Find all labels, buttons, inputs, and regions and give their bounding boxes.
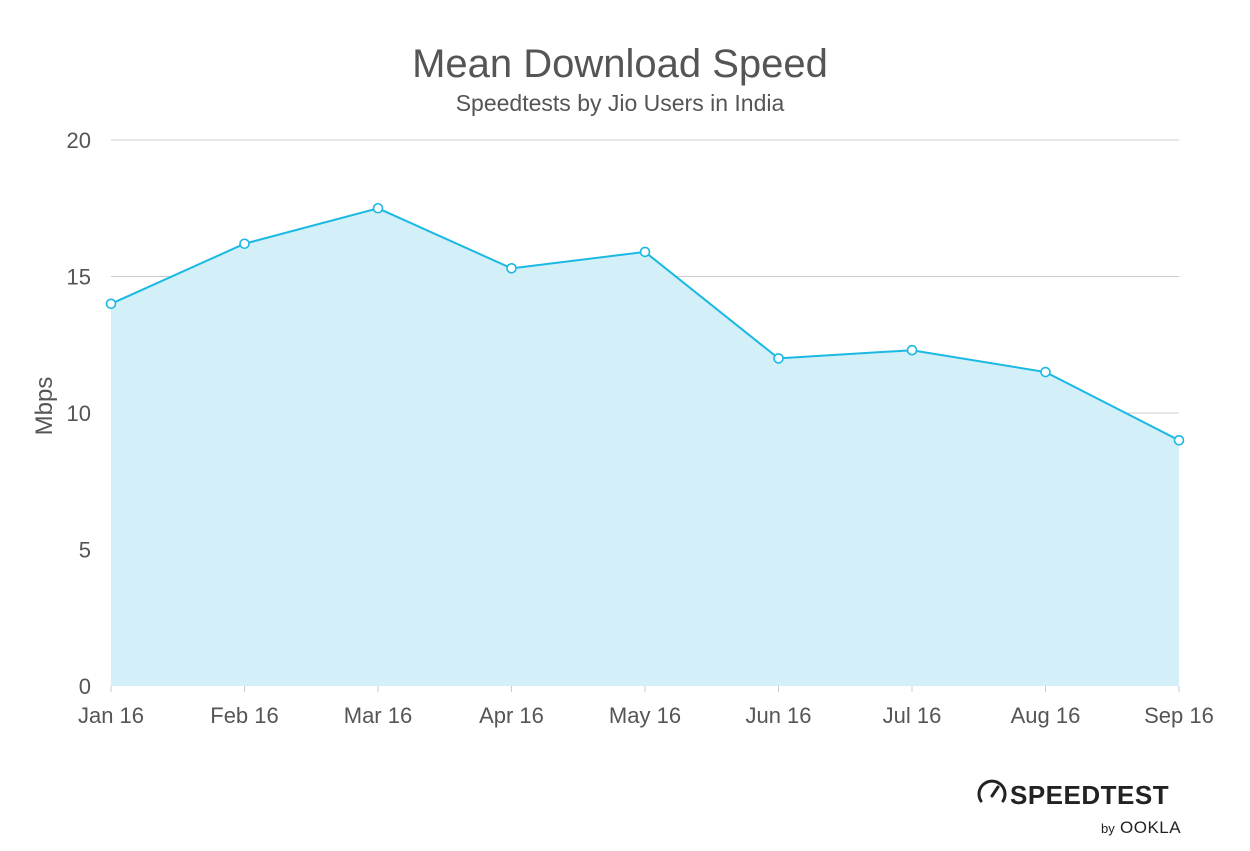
y-axis-ticks: 0 5 10 15 20	[67, 128, 91, 699]
x-tick-label: Sep 16	[1144, 703, 1214, 728]
speedometer-gauge-icon	[977, 779, 1007, 803]
data-point-aug-16[interactable]	[1040, 366, 1051, 378]
chart-title: Mean Download Speed	[412, 42, 828, 86]
x-tick-label: Jul 16	[883, 703, 942, 728]
x-tick-label: Apr 16	[479, 703, 544, 728]
x-axis-ticks: Jan 16 Feb 16 Mar 16 Apr 16 May 16 Jun 16 Jul …	[78, 686, 1214, 728]
logo-by-text: by	[1101, 821, 1115, 836]
y-tick-label: 0	[79, 674, 91, 699]
y-tick-label: 10	[67, 401, 91, 426]
chart-subtitle: Speedtests by Jio Users in India	[456, 90, 785, 116]
logo-ookla-text: OOKLA	[1120, 818, 1181, 837]
data-point-sep-16[interactable]	[1173, 434, 1185, 446]
x-tick-label: Aug 16	[1011, 703, 1081, 728]
x-tick-label: Jun 16	[745, 703, 811, 728]
data-point-jul-16[interactable]	[906, 344, 918, 356]
y-tick-label: 5	[79, 538, 91, 563]
x-tick-label: Mar 16	[344, 703, 412, 728]
plot-area	[105, 202, 1185, 686]
data-point-jan-16[interactable]	[105, 298, 117, 310]
data-point-may-16[interactable]	[639, 246, 651, 258]
y-tick-label: 20	[67, 128, 91, 153]
logo-speedtest-text: SPEEDTEST	[1010, 780, 1169, 810]
data-point-mar-16[interactable]	[372, 202, 384, 214]
x-tick-label: May 16	[609, 703, 681, 728]
speedtest-logo: SPEEDTEST by OOKLA	[977, 779, 1181, 837]
y-tick-label: 15	[67, 265, 91, 290]
area-fill-series-0	[111, 208, 1179, 686]
data-point-feb-16[interactable]	[239, 238, 250, 250]
data-point-jun-16[interactable]	[773, 353, 784, 364]
y-axis-title: Mbps	[31, 377, 58, 436]
x-tick-label: Feb 16	[210, 703, 279, 728]
x-tick-label: Jan 16	[78, 703, 144, 728]
data-point-apr-16[interactable]	[506, 263, 517, 274]
